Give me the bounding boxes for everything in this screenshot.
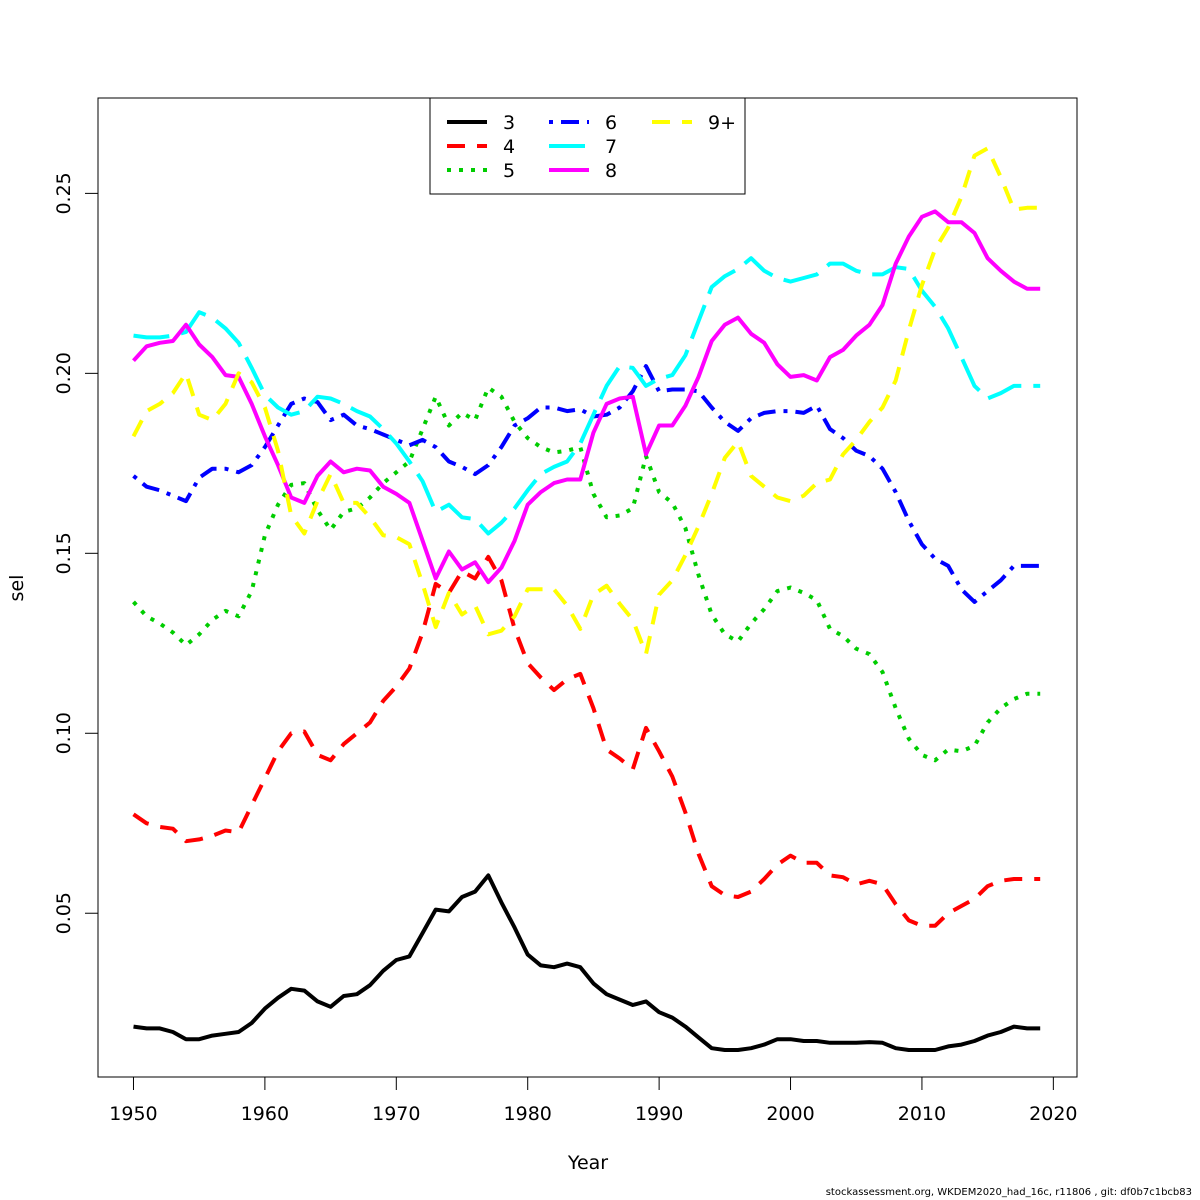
series-line-6 [132,364,1041,604]
x-axis-title: Year [567,1152,608,1174]
y-tick-label: 0.20 [53,352,75,394]
y-axis: 0.05 0.10 0.15 0.20 0.25 [53,172,99,934]
x-tick-label: 1950 [109,1103,157,1125]
series-line-4 [132,554,1041,928]
legend-box [429,97,746,195]
x-tick-label: 1970 [372,1103,420,1125]
y-tick-label: 0.25 [53,172,75,214]
y-tick-label: 0.05 [53,892,75,934]
series-line-5 [132,385,1041,763]
series-line-9plus [131,146,1041,657]
y-tick-label: 0.15 [53,532,75,574]
legend-label-8: 8 [605,160,617,182]
legend-label-3: 3 [503,112,515,134]
x-tick-label: 2010 [898,1103,946,1125]
legend-label-9plus: 9+ [708,112,736,134]
x-tick-label: 2000 [766,1103,814,1125]
x-tick-label: 1980 [504,1103,552,1125]
legend: 345 678 9+ [429,97,746,195]
footer-credit: stockassessment.org, WKDEM2020_had_16c, … [825,1187,1192,1198]
x-tick-label: 1960 [241,1103,289,1125]
series-layer [131,146,1041,1052]
y-axis-title: sel [6,575,28,602]
x-tick-label: 2020 [1029,1103,1077,1125]
legend-label-5: 5 [503,160,515,182]
x-axis: 1950 1960 1970 1980 1990 2000 2010 2020 [109,1076,1078,1125]
y-tick-label: 0.10 [53,712,75,754]
legend-label-4: 4 [503,136,515,158]
series-line-7 [133,256,1041,536]
x-tick-label: 1990 [635,1103,683,1125]
series-line-3 [133,873,1041,1052]
plot-frame [97,97,1078,1078]
legend-label-6: 6 [605,112,617,134]
legend-label-7: 7 [605,136,617,158]
